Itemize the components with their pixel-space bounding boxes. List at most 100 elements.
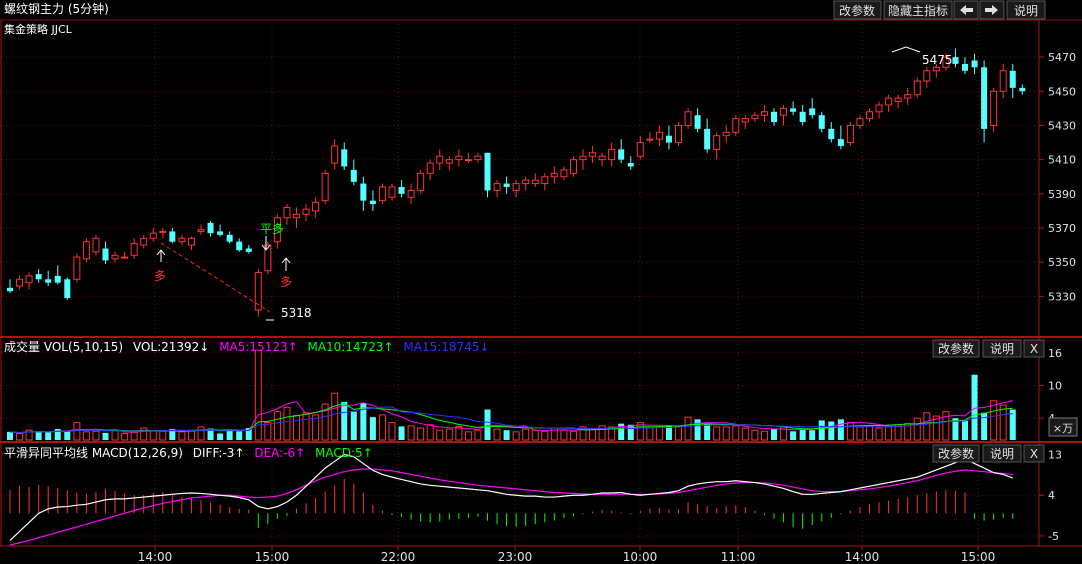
volume-bar <box>73 422 81 441</box>
buy-arrow-2-head <box>281 257 291 264</box>
panel-frames <box>0 19 1082 547</box>
chart-title: 螺纹钢主力 (5分钟) <box>4 1 109 16</box>
volume-bar <box>217 433 224 440</box>
volume-bar <box>560 429 568 441</box>
hide-indicator-button[interactable]: 隐藏主指标 <box>883 0 953 20</box>
volume-bar <box>207 428 214 440</box>
volume-bar <box>197 426 205 441</box>
candle-body <box>341 149 348 167</box>
volume-bar <box>942 411 950 441</box>
volume-bar <box>121 432 129 441</box>
price-tick-label: 5450 <box>1048 85 1076 98</box>
candle-body <box>550 172 558 178</box>
volume-bar <box>684 416 692 441</box>
volume-bar <box>426 424 434 441</box>
macd-params-button[interactable]: 改参数 <box>932 444 980 463</box>
volume-help-button[interactable]: 说明 <box>982 339 1022 358</box>
volume-bar <box>350 411 357 440</box>
candle-body <box>828 128 835 140</box>
candle-body <box>503 183 510 187</box>
macd-tick-label: 4 <box>1048 489 1055 502</box>
volume-bar <box>655 426 663 441</box>
candle-body <box>302 208 310 215</box>
volume-params-button[interactable]: 改参数 <box>932 339 980 358</box>
volume-bar <box>809 430 816 440</box>
prev-button[interactable] <box>953 0 979 20</box>
candle-body <box>312 201 320 212</box>
volume-bar <box>971 374 978 440</box>
candle-body <box>760 111 768 116</box>
candle-body <box>54 275 61 283</box>
volume-bar <box>627 424 634 440</box>
candle-body <box>837 139 844 146</box>
volume-bar <box>923 412 931 441</box>
volume-bar <box>608 426 616 441</box>
volume-bar <box>16 432 24 441</box>
candle-body <box>531 179 539 185</box>
volume-bar <box>828 421 835 440</box>
hide-indicator-button-label: 隐藏主指标 <box>888 3 948 18</box>
macd-legend: 平滑异同平均线 MACD(12,26,9) DIFF:-3↑ DEA:-6↑ M… <box>4 446 373 460</box>
volume-bar <box>531 429 539 441</box>
buy-signal-1: 多 <box>154 269 166 283</box>
candle-body <box>971 60 978 68</box>
candle-body <box>655 131 663 140</box>
arrow-right-icon <box>985 5 998 15</box>
volume-bar <box>64 431 71 440</box>
candle-body <box>245 248 252 252</box>
time-tick-label: 14:00 <box>138 550 173 564</box>
volume-unit-label: ×万 <box>1053 422 1073 435</box>
volume-unit-button[interactable]: ×万 <box>1048 417 1078 437</box>
volume-bar <box>694 419 701 440</box>
candle-body <box>360 183 367 201</box>
candle-body <box>1019 87 1026 92</box>
candle-body <box>149 232 157 239</box>
candle-body <box>1009 70 1016 88</box>
volume-legend: 成交量 VOL(5,10,15) VOL:21392↓ MA5:15123↑ M… <box>4 339 490 354</box>
volume-bar <box>92 430 100 441</box>
time-tick-label: 15:00 <box>961 550 996 564</box>
candle-body <box>45 279 52 283</box>
time-tick-label: 10:00 <box>623 550 658 564</box>
volume-bar <box>875 427 883 441</box>
volume-bar <box>675 426 682 441</box>
volume-bar <box>312 414 320 441</box>
volume-bar <box>369 417 376 440</box>
macd-close-button[interactable]: X <box>1023 444 1045 463</box>
volume-bar <box>187 429 195 441</box>
volume-close-button[interactable]: X <box>1023 339 1045 358</box>
volume-bar <box>981 412 988 440</box>
volume-bar <box>102 432 109 440</box>
volume-bar <box>474 429 482 441</box>
candle-body <box>589 152 597 157</box>
volume-bar <box>82 431 90 441</box>
candle-body <box>187 237 195 246</box>
volume-value: VOL:21392↓ <box>133 340 209 354</box>
candle-body <box>713 135 721 150</box>
volume-bar <box>512 431 520 441</box>
price-tick-label: 5430 <box>1048 119 1076 132</box>
candle-body <box>875 104 883 113</box>
params-button[interactable]: 改参数 <box>833 0 882 20</box>
time-tick-label: 14:00 <box>845 550 880 564</box>
volume-bar <box>245 428 252 440</box>
volume-bar <box>226 430 233 440</box>
volume-indicator-name: 成交量 VOL(5,10,15) <box>4 339 123 354</box>
candle-body <box>273 217 281 243</box>
candle-body <box>627 163 634 167</box>
volume-bar <box>436 429 444 441</box>
macd-help-button[interactable]: 说明 <box>982 444 1022 463</box>
candle-body <box>981 67 988 129</box>
candle-body <box>7 287 13 292</box>
volume-bar <box>732 425 740 441</box>
next-button[interactable] <box>979 0 1005 20</box>
volume-bar <box>360 402 367 440</box>
help-button[interactable]: 说明 <box>1006 0 1046 20</box>
candle-body <box>809 108 816 116</box>
candle-body <box>665 135 672 143</box>
candle-body <box>541 176 549 185</box>
volume-bar <box>331 392 339 441</box>
candle-body <box>751 114 759 120</box>
